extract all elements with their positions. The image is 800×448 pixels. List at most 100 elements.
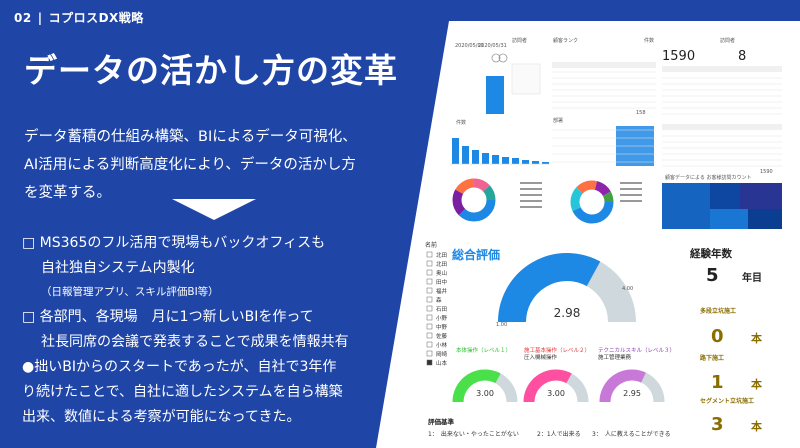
count-label: 件数 [644,37,654,44]
bullet-3-line-1: ●拙いBIからのスタートであったが、自社で3年作 [22,359,337,375]
overall-max: 4.00 [622,286,633,292]
name-list-item: 北田 [436,251,447,259]
intro-line: AI活用による判断高度化により、データの活かし方 [24,157,356,173]
name-list-item: 森 [436,296,442,304]
donut-chart-1 [452,178,496,222]
visit-bar [486,76,504,114]
exp-item-2-value: 1 [711,372,724,393]
name-list-item: 田中 [436,278,447,286]
criteria-2: 2：1人で出来る [537,430,581,438]
kpi-count: 8 [738,49,746,64]
criteria-1: 1： 出来ない・やったことがない [428,430,519,438]
name-checkbox[interactable] [426,332,433,339]
dashboard-background [376,21,800,448]
experience-title: 経験年数 [690,247,732,260]
exp-item-1-label: 多段立坑施工 [700,307,736,315]
name-checkbox[interactable] [426,314,433,321]
intro-text: データ蓄積の仕組み構築、BIによるデータ可視化、 AI活用による判断高度化により… [24,123,424,207]
gauge-2-value: 3.00 [547,389,565,398]
name-list-title: 名前 [425,241,437,249]
donut-chart-2 [570,180,614,224]
experience-years: 5 [706,265,719,286]
gauge-fill [523,369,572,403]
bullet-2-line-2: 社長同席の会議で発表することで成果を情報共有 [41,334,349,350]
kpi-visits: 1590 [662,49,695,64]
name-checkbox[interactable] [426,350,433,357]
sub-gauges [452,369,665,403]
gauge-fill [599,369,646,403]
name-checkbox[interactable] [426,278,433,285]
name-checkbox[interactable] [426,287,433,294]
gauge-3-value: 2.95 [623,389,641,398]
name-list-item: 石田 [436,306,447,313]
criteria-title: 評価基準 [428,417,455,426]
gauge-fill [452,369,501,403]
intro-line: データ蓄積の仕組み構築、BIによるデータ可視化、 [24,129,357,145]
dept-label: 部署 [553,117,563,124]
svg-text:2020/05/31: 2020/05/31 [478,43,507,49]
overall-title: 総合評価 [452,247,500,262]
name-checkbox[interactable] [426,323,433,330]
bullet-list: □ MS365のフル活用で現場もバックオフィスも 自社独自システム内製化 （日報… [22,231,397,430]
person-bars [452,138,549,164]
treemap-label: 顧客データによる お客様訪問カウント [665,174,751,181]
rank-label: 顧客ランク [553,37,578,44]
gauge-3-subtitle: 施工管理業務 [598,353,632,361]
visits-total: 1590 [760,169,773,175]
bullet-3-line-2: り続けたことで、自社に適したシステムを自ら構築 [22,384,343,400]
gauge-1-title: 本体操作（レベル１） [456,346,511,354]
overall-min: 1.00 [496,322,507,328]
name-checkbox[interactable] [426,260,433,267]
gauge-2-subtitle: 圧入機械操作 [524,353,558,361]
name-list-item: 中野 [436,323,448,331]
section-title: コプロスDX戦略 [48,11,144,25]
visit-dashboard: 2020/05/01 2020/05/31 訪問者 顧客ランク 件数 158 1… [450,37,782,229]
svg-text:2020/05/01: 2020/05/01 [455,43,484,49]
bullet-2-line-1: □ 各部門、各現場 月に1つ新しいBIを作って [22,309,314,325]
experience-years-unit: 年目 [742,271,762,284]
name-list-item: 奥山 [436,269,447,277]
name-checkbox[interactable] [426,305,433,312]
intro-line: を変革する。 [24,185,111,201]
donut-legends [520,182,642,208]
gauge-3-title: テクニカルスキル（レベル３） [598,347,675,354]
exp-item-3-unit: 本 [751,419,762,433]
name-checkbox[interactable] [426,296,433,303]
name-checkbox[interactable] [426,359,433,366]
gauge-1-value: 3.00 [476,389,494,398]
visit-label: 訪問者 [512,37,527,44]
gauge-2-title: 施工基本操作（レベル２） [524,346,590,354]
bullet-3-line-3: 出来、数値による考察が可能になってきた。 [22,409,301,425]
slide-header: 02 | コプロスDX戦略 [14,9,144,26]
name-list-item: 小林 [436,341,448,349]
treemap [662,183,782,229]
bars-label: 件数 [456,119,466,126]
exp-item-1-value: 0 [711,326,724,347]
page-title: データの活かし方の変革 [24,51,398,90]
name-list-item: 岡崎 [436,350,448,358]
name-list-item: 佐藤 [436,332,448,340]
exp-item-2-unit: 本 [751,377,762,391]
name-list-item: 北田 [436,260,447,268]
bullet-1-line-1: □ MS365のフル活用で現場もバックオフィスも [22,235,326,251]
bullet-1-line-3: （日報管理アプリ、スキル評価BI等） [41,286,219,298]
name-checkbox[interactable] [426,251,433,258]
name-checkbox[interactable] [426,341,433,348]
exp-item-3-value: 3 [711,414,724,435]
down-arrow-icon [172,199,256,220]
name-list-item: 山本 [436,359,448,367]
rank-total: 158 [636,110,646,116]
name-checkbox[interactable] [426,269,433,276]
kpi-label: 訪問者 [720,37,735,44]
bullet-1-line-2: 自社独自システム内製化 [41,260,195,276]
slide-number: 02 [14,11,32,25]
exp-item-1-unit: 本 [751,331,762,345]
name-list-item: 福井 [436,287,448,295]
exp-item-2-label: 路下施工 [700,354,724,362]
criteria-3: 3： 人に教えることができる [592,430,671,438]
exp-item-3-label: セグメント立坑施工 [700,397,754,405]
name-list-item: 小野 [436,314,448,322]
